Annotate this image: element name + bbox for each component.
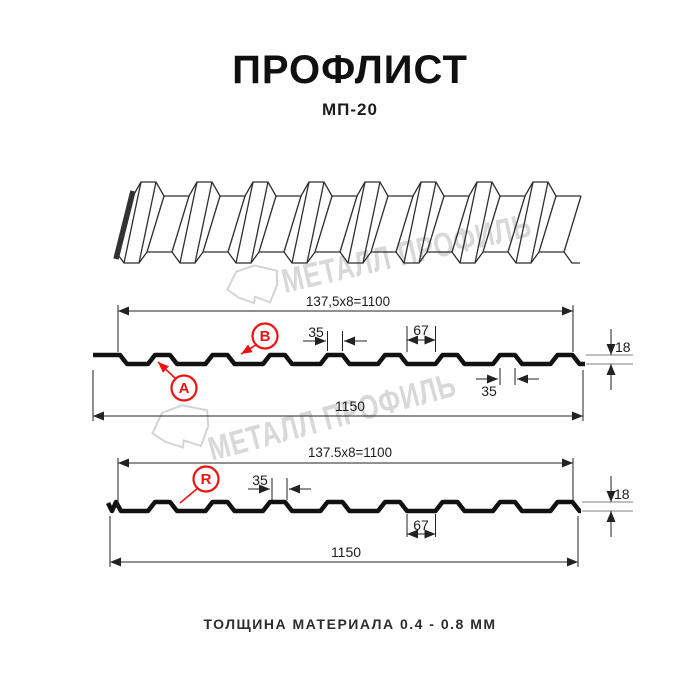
reverse-dim-modules: 137.5x8=1100 <box>308 444 392 460</box>
sheet-rib-edge <box>474 181 493 264</box>
page-subtitle: МП-20 <box>322 100 378 119</box>
face-dim-valley: 67 <box>413 322 429 338</box>
sheet-rib-edge <box>530 181 549 264</box>
sheet-rib-edge <box>227 195 246 253</box>
sheet-rib-edge <box>202 195 221 253</box>
sheet-rib-edge <box>507 195 526 253</box>
sheet-rib-edge <box>482 195 501 253</box>
metall-profil-logo-icon <box>151 404 210 449</box>
sheet-rib-edge <box>451 195 470 253</box>
sheet-cut-edge <box>113 190 136 260</box>
sheet-rib-edge <box>418 181 437 264</box>
profile-reverse-drawing: 137.5x8=1100 35 67 18 1150 <box>105 444 633 567</box>
sheet-rib-edge <box>250 181 269 264</box>
sheet-rib-edge <box>362 181 381 264</box>
sheet-rib-edge <box>515 181 534 264</box>
reverse-dim-total: 1150 <box>331 544 361 560</box>
face-dim-height: 18 <box>615 339 631 355</box>
sheet-rib-edge <box>291 181 310 264</box>
sheet-rib-edge <box>314 195 333 253</box>
sheet-rib-edge <box>306 181 325 264</box>
sheet-rib-edge <box>395 195 414 253</box>
label-b: B <box>260 328 271 345</box>
label-b-circle <box>251 322 279 350</box>
face-dim-crest-2: 35 <box>481 383 497 399</box>
sheet-rib-edge <box>258 195 277 253</box>
sheet-rib-edge <box>138 181 157 264</box>
label-a: A <box>179 380 190 397</box>
sheet-rib-edge <box>370 195 389 253</box>
thickness-note: ТОЛЩИНА МАТЕРИАЛА 0.4 - 0.8 ММ <box>203 616 497 632</box>
label-a-circle <box>170 374 198 402</box>
metall-profil-logo-icon <box>225 264 279 305</box>
sheet-rib-edge <box>194 181 213 264</box>
reverse-dim-valley: 67 <box>413 517 429 533</box>
reverse-profile-line <box>105 499 582 514</box>
face-profile-line <box>93 352 585 367</box>
sheet-rib-edge <box>179 181 198 264</box>
face-dim-total: 1150 <box>335 398 365 414</box>
profile-face-drawing: 137,5x8=1100 35 67 18 35 <box>92 293 633 421</box>
sheet-rib-edge <box>563 195 582 253</box>
sheet-3d-drawing <box>113 181 582 264</box>
watermark-text: МЕТАЛЛ ПРОФИЛЬ <box>278 206 535 300</box>
sheet-rib-edge <box>459 181 478 264</box>
sheet-rib-edge <box>171 195 190 253</box>
label-r: R <box>201 471 212 488</box>
label-r-circle <box>192 465 220 493</box>
face-dim-crest: 35 <box>308 324 324 340</box>
sheet-rib-edge <box>235 181 254 264</box>
reverse-dim-crest: 35 <box>252 472 268 488</box>
reverse-dim-height: 18 <box>614 486 630 502</box>
face-dim-modules: 137,5x8=1100 <box>306 293 390 309</box>
page-title: ПРОФЛИСТ <box>232 48 468 92</box>
sheet-rib-edge <box>146 195 165 253</box>
sheet-rib-edge <box>347 181 366 264</box>
sheet-rib-edge <box>538 195 557 253</box>
sheet-rib-edge <box>339 195 358 253</box>
sheet-rib-edge <box>283 195 302 253</box>
sheet-rib-edge <box>426 195 445 253</box>
sheet-rib-edge <box>403 181 422 264</box>
sheet-rib-edge <box>123 181 142 264</box>
